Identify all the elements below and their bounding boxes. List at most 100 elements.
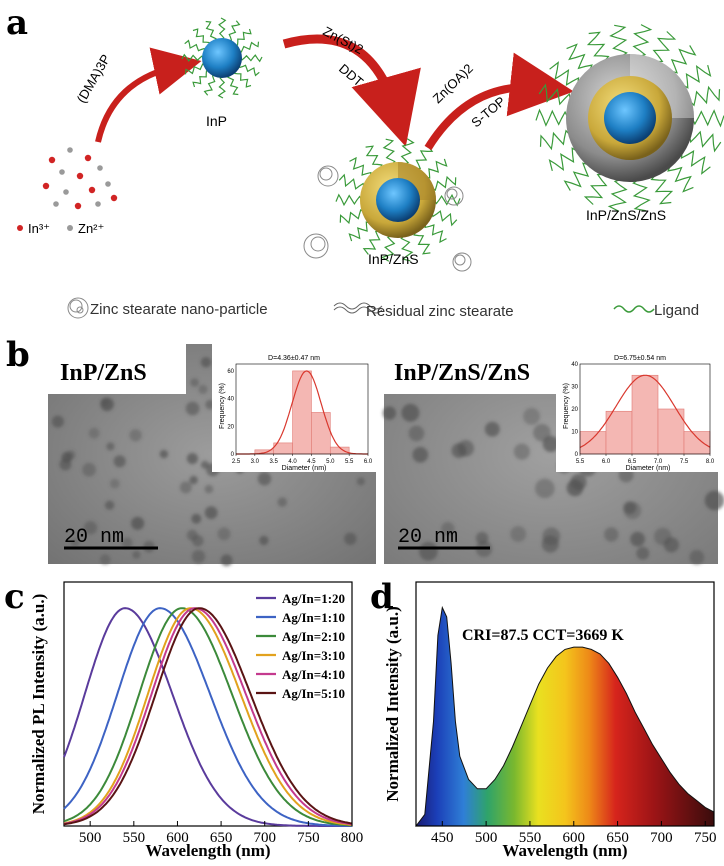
nanoparticle xyxy=(179,481,192,494)
ligand-chain xyxy=(382,138,396,165)
inp-ligands xyxy=(181,17,263,99)
x-tick-label-c: 600 xyxy=(166,830,189,846)
legend-zinc-np: Zinc stearate nano-particle xyxy=(90,301,268,318)
hist-xlabel-right: Diameter (nm) xyxy=(626,465,671,472)
ligand-chain xyxy=(400,235,414,262)
histogram-xtick-label: 3.0 xyxy=(251,459,260,465)
histogram-bar xyxy=(657,408,685,455)
nanoparticle xyxy=(191,549,206,564)
nanoparticle xyxy=(88,427,100,439)
nanoparticle xyxy=(70,538,80,547)
legend-entry: Ag/In=5:10 xyxy=(282,686,345,701)
nanoparticle xyxy=(99,554,111,565)
ligand-chain xyxy=(549,61,580,86)
ylabel-c: Normalized PL Intensity (a.u.) xyxy=(29,594,48,815)
nanoparticle xyxy=(186,453,198,465)
ligand-chain xyxy=(205,20,217,42)
nanoparticle xyxy=(204,484,214,494)
x-tick-label-c: 800 xyxy=(341,830,364,846)
nanoparticle xyxy=(83,521,98,535)
spectrum-area xyxy=(414,605,715,827)
nanoparticle xyxy=(401,403,420,422)
ligand-chain xyxy=(650,174,674,205)
panel-a: a In³⁺ Zn²⁺ (DMA)3P InP Zn(St)2 DDT xyxy=(6,3,724,320)
ligand-chain xyxy=(667,164,694,193)
pl-series-line xyxy=(63,607,353,826)
ligand-chain xyxy=(192,28,210,46)
ligand-chain xyxy=(181,53,205,62)
ligand-chain xyxy=(670,45,697,74)
histogram-xtick-label: 2.5 xyxy=(232,459,241,465)
residual-legend-icon xyxy=(333,302,383,314)
ligand-chain xyxy=(415,145,434,170)
ligand-chain xyxy=(424,223,447,244)
ligand-chain xyxy=(217,75,226,99)
ligand-chain xyxy=(381,234,396,262)
nanoparticle xyxy=(484,421,500,437)
ligand-chain xyxy=(238,41,260,53)
histogram-frame xyxy=(579,363,711,455)
histogram-frame xyxy=(235,363,369,455)
ligand-chain xyxy=(203,74,216,96)
nanoparticle xyxy=(198,384,208,394)
pl-series-line xyxy=(63,607,353,827)
nanoparticle xyxy=(129,429,142,442)
hist-xlabel-left: Diameter (nm) xyxy=(282,465,327,472)
ligand-chain xyxy=(548,147,579,172)
histogram-xtick-label: 5.0 xyxy=(326,459,335,465)
nanoparticle xyxy=(535,478,555,499)
nanoparticle xyxy=(566,479,584,497)
x-tick-label-d: 750 xyxy=(694,830,717,846)
nanoparticle xyxy=(109,478,120,489)
x-tick-label-d: 550 xyxy=(519,830,542,846)
x-tick-label-c: 750 xyxy=(297,830,320,846)
nanoparticle xyxy=(542,527,561,546)
histogram-xtick-label: 6.0 xyxy=(364,459,373,465)
histogram-xtick-label: 7.5 xyxy=(680,459,689,465)
ligand-chain xyxy=(563,162,590,191)
ligand-chain xyxy=(431,210,458,227)
nanoparticle xyxy=(408,425,425,442)
precursor-reagent: (DMA)3P xyxy=(74,52,114,106)
inp-zns-core xyxy=(376,178,420,222)
ligand-chain xyxy=(652,31,677,63)
nanoparticle xyxy=(523,407,541,425)
nanoparticle xyxy=(356,477,365,486)
nanoparticle xyxy=(61,451,73,463)
nanoparticle xyxy=(623,501,642,520)
wled-spectrum-plot: 450 500 550 600 650 700 750 xyxy=(414,605,717,846)
ligand-chain xyxy=(400,138,415,166)
nanoparticle xyxy=(51,415,64,428)
x-tick-label-c: 500 xyxy=(79,830,102,846)
histogram-xtick-label: 5.5 xyxy=(345,459,354,465)
ligand-chain xyxy=(339,208,365,225)
legend-entry: Ag/In=1:20 xyxy=(282,591,345,606)
legend-entry: Ag/In=2:10 xyxy=(282,629,345,644)
pl-spectra-plot: 500 550 600 650 700 750 800 xyxy=(63,607,364,846)
nanoparticle xyxy=(604,527,619,542)
gaussian-fit xyxy=(236,370,368,455)
ligand-chain xyxy=(184,39,206,52)
ligand-chain xyxy=(218,17,227,41)
in-ion-legend-dot xyxy=(17,225,23,231)
histogram-inset-left: D=4.36±0.47 nm Diameter (nm) Frequency (… xyxy=(212,344,376,472)
nanoparticle xyxy=(257,472,272,486)
ion-in-label: In³⁺ xyxy=(28,221,50,236)
ligand-chain xyxy=(184,63,206,75)
ligand-chain xyxy=(566,43,593,72)
histogram-xtick-label: 6.5 xyxy=(628,459,637,465)
ligand-chain xyxy=(234,70,252,88)
histogram-xtick-label: 4.5 xyxy=(307,459,316,465)
nanoparticle xyxy=(704,490,724,511)
plot-frame-d xyxy=(415,581,715,827)
ligand-chain xyxy=(348,221,371,242)
nanoparticle xyxy=(663,537,680,553)
core-label: InP xyxy=(206,113,227,129)
ligand-chain xyxy=(425,158,448,179)
x-tick-label-d: 600 xyxy=(563,830,586,846)
panel-c: c 500 550 600 650 700 750 800 Ag/In=1:20Ag/In=… xyxy=(4,577,363,860)
nanoparticle xyxy=(510,526,527,542)
histogram-ytick-label: 30 xyxy=(571,385,578,391)
histogram-ytick-label: 60 xyxy=(227,369,234,375)
core-shell-shell-label: InP/ZnS/ZnS xyxy=(586,207,666,223)
